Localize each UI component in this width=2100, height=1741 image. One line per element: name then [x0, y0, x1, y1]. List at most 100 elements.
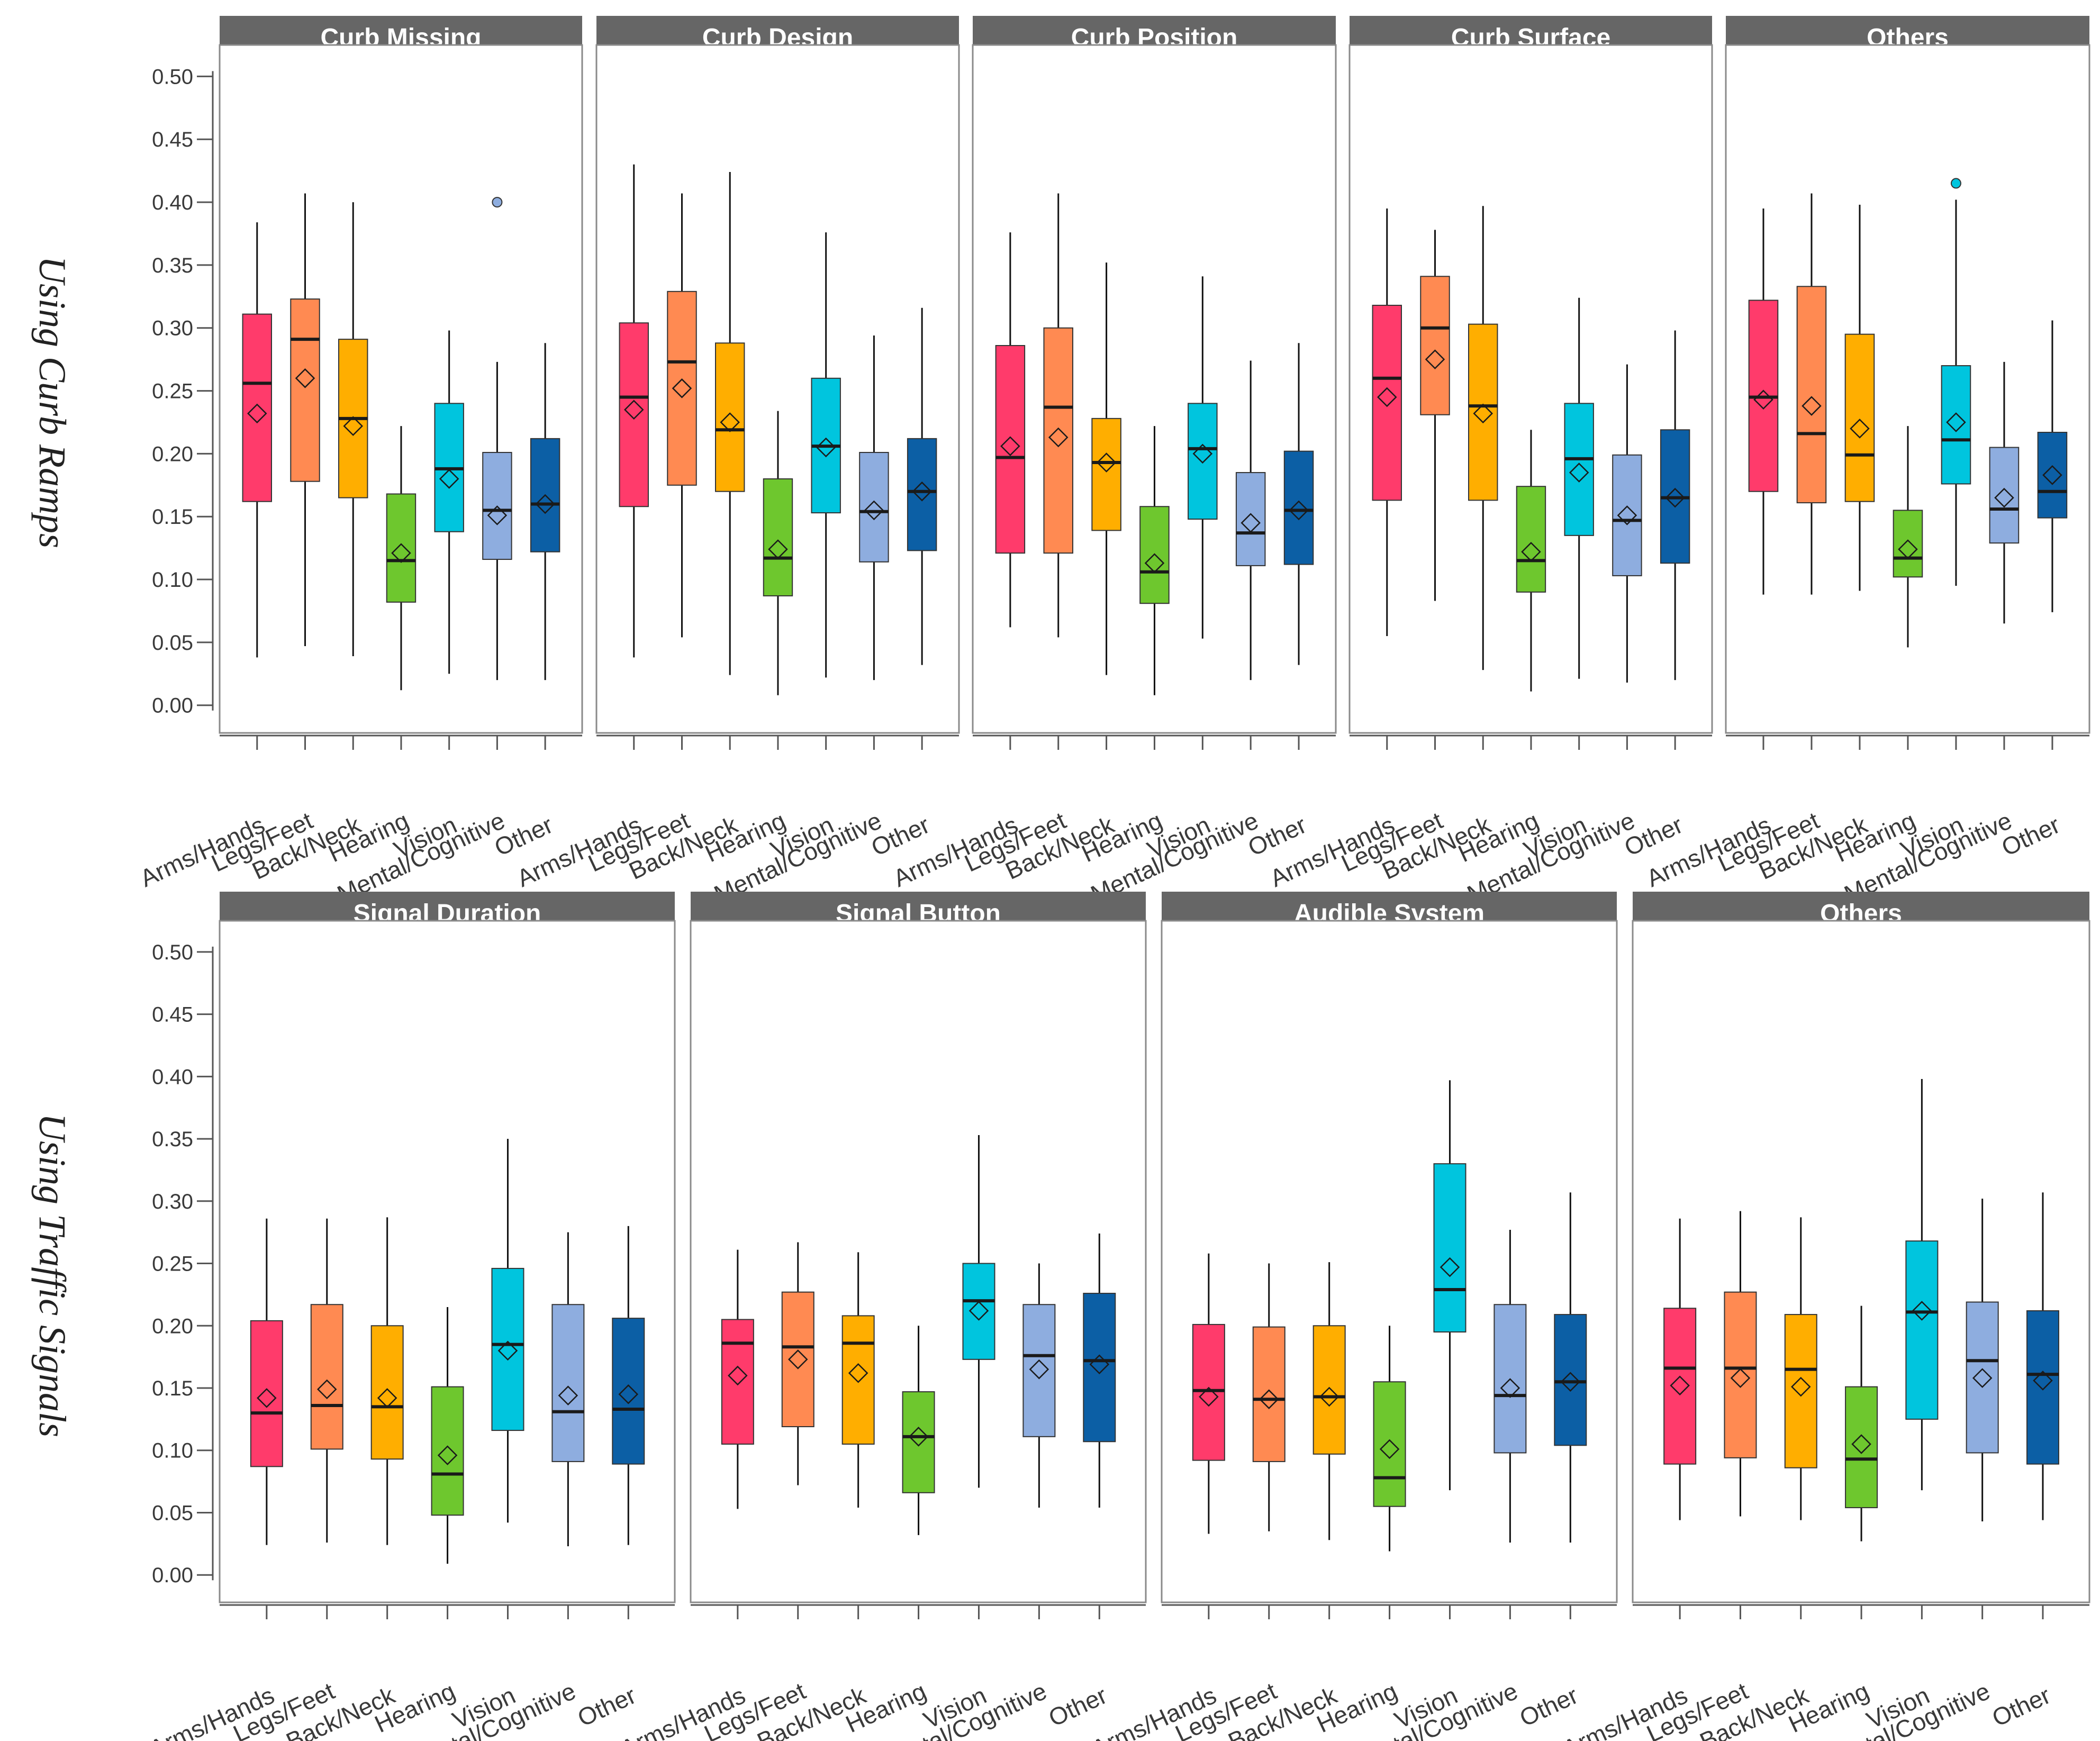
y-tick-label: 0.25	[152, 380, 193, 403]
box	[2037, 431, 2068, 519]
y-tick-label: 0.50	[152, 941, 193, 964]
y-tick-label: 0.20	[152, 1314, 193, 1338]
mean-marker	[1898, 539, 1918, 559]
x-category-label: Other	[1044, 1681, 1111, 1732]
mean-marker	[1560, 1372, 1581, 1392]
mean-marker	[391, 543, 411, 563]
box	[370, 1325, 404, 1460]
box	[290, 298, 320, 482]
mean-marker	[1521, 542, 1541, 562]
mean-marker	[720, 412, 740, 432]
mean-marker	[1912, 1301, 1932, 1321]
mean-marker	[535, 494, 555, 514]
box	[763, 478, 793, 596]
y-tick-label: 0.15	[152, 505, 193, 529]
mean-marker	[618, 1384, 639, 1404]
y-tick-label: 0.15	[152, 1377, 193, 1400]
mean-marker	[624, 400, 644, 420]
row-title: Using Curb Ramps	[31, 256, 74, 548]
box	[1796, 286, 1827, 504]
mean-marker	[377, 1388, 397, 1408]
mean-marker	[558, 1385, 578, 1406]
box	[1252, 1326, 1286, 1462]
mean-marker	[1000, 436, 1020, 456]
box	[1941, 365, 1971, 485]
box	[250, 1320, 283, 1467]
y-tick-label: 0.30	[152, 317, 193, 340]
mean-marker	[768, 539, 788, 559]
box	[962, 1263, 995, 1360]
box	[715, 342, 745, 492]
box	[1905, 1240, 1939, 1420]
box	[1966, 1301, 1999, 1454]
mean-marker	[1029, 1359, 1049, 1380]
box	[2026, 1310, 2059, 1465]
mean-marker	[1089, 1354, 1110, 1375]
box	[1468, 323, 1498, 501]
mean-marker	[728, 1365, 748, 1386]
box	[310, 1304, 343, 1450]
mean-marker	[1670, 1375, 1690, 1396]
outlier-point	[1950, 178, 1961, 189]
mean-marker	[968, 1301, 989, 1321]
mean-marker	[787, 1349, 808, 1370]
box	[1663, 1308, 1697, 1465]
box	[781, 1291, 814, 1427]
mean-marker	[1802, 396, 1822, 416]
box	[1989, 447, 2020, 544]
box	[1893, 510, 1923, 578]
mean-marker	[316, 1379, 337, 1400]
mean-marker	[1440, 1257, 1460, 1277]
box	[1043, 327, 1073, 554]
mean-marker	[497, 1340, 518, 1361]
y-tick-label: 0.00	[152, 1564, 193, 1587]
mean-marker	[864, 500, 884, 521]
box	[995, 345, 1026, 554]
box	[242, 313, 272, 502]
x-category-label: Other	[1988, 1681, 2054, 1732]
box	[841, 1315, 875, 1445]
box	[667, 291, 697, 486]
box	[907, 438, 937, 551]
y-tick-label: 0.25	[152, 1253, 193, 1276]
mean-marker	[1665, 487, 1685, 508]
box	[1235, 472, 1266, 566]
y-tick-label: 0.10	[152, 568, 193, 592]
mean-marker	[487, 505, 508, 525]
box	[902, 1391, 935, 1493]
box	[1844, 333, 1875, 502]
mean-marker	[1569, 463, 1589, 483]
y-tick-label: 0.30	[152, 1190, 193, 1213]
box	[1554, 1314, 1587, 1446]
mean-marker	[1241, 513, 1261, 533]
mean-marker	[1500, 1378, 1520, 1398]
box	[1784, 1314, 1817, 1468]
mean-marker	[1096, 452, 1117, 473]
box	[431, 1386, 464, 1516]
mean-marker	[848, 1363, 868, 1383]
y-tick-label: 0.05	[152, 1501, 193, 1525]
y-tick-label: 0.05	[152, 631, 193, 655]
y-tick-label: 0.50	[152, 65, 193, 88]
y-tick-label: 0.45	[152, 128, 193, 151]
mean-marker	[1144, 553, 1165, 573]
mean-marker	[1319, 1386, 1339, 1407]
box	[386, 493, 417, 603]
mean-marker	[1377, 387, 1397, 407]
box	[1372, 304, 1402, 501]
mean-marker	[1425, 349, 1445, 369]
y-tick-label: 0.00	[152, 694, 193, 718]
mean-marker	[1753, 389, 1773, 410]
box	[1516, 486, 1546, 593]
mean-marker	[439, 469, 459, 489]
y-tick-label: 0.35	[152, 1128, 193, 1151]
outlier-point	[492, 197, 503, 208]
mean-marker	[912, 481, 932, 502]
mean-marker	[2033, 1371, 2053, 1391]
mean-marker	[1972, 1368, 1993, 1388]
box	[1433, 1163, 1467, 1333]
box	[1724, 1291, 1757, 1458]
box	[1083, 1293, 1116, 1443]
mean-marker	[1289, 500, 1309, 521]
